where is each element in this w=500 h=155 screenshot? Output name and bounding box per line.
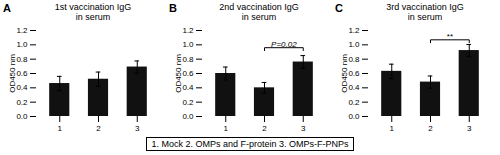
html-text:A: A	[3, 2, 11, 14]
svg-text:1.2: 1.2	[348, 26, 360, 35]
svg-text:0.2: 0.2	[16, 98, 28, 107]
svg-text:1: 1	[224, 124, 229, 132]
svg-text:0.4: 0.4	[16, 83, 28, 92]
svg-text:1: 1	[58, 124, 63, 132]
svg-text:1.0: 1.0	[348, 40, 360, 49]
svg-text:0.6: 0.6	[16, 69, 28, 78]
svg-text:3: 3	[135, 124, 140, 132]
svg-text:0.6: 0.6	[182, 69, 194, 78]
svg-text:0.0: 0.0	[182, 112, 194, 121]
svg-text:1.0: 1.0	[182, 40, 194, 49]
svg-text:1.0: 1.0	[16, 40, 28, 49]
svg-text:0.8: 0.8	[182, 55, 194, 64]
svg-text:0.4: 0.4	[182, 83, 194, 92]
svg-text:P=0.02: P=0.02	[271, 40, 297, 49]
html-text:1st vaccination IgG in serum: 1st vaccination IgG in serum	[54, 2, 132, 22]
svg-text:0.2: 0.2	[182, 98, 194, 107]
svg-text:2: 2	[262, 124, 267, 132]
svg-text:2: 2	[96, 124, 101, 132]
svg-text:1: 1	[390, 124, 395, 132]
svg-text:0.4: 0.4	[348, 83, 360, 92]
svg-text:0.2: 0.2	[348, 98, 360, 107]
svg-text:0.0: 0.0	[348, 112, 360, 121]
svg-text:3: 3	[301, 124, 306, 132]
svg-text:2: 2	[428, 124, 433, 132]
svg-text:0.8: 0.8	[16, 55, 28, 64]
svg-text:OD450 nm: OD450 nm	[174, 54, 183, 93]
svg-text:0.8: 0.8	[348, 55, 360, 64]
svg-text:0.6: 0.6	[348, 69, 360, 78]
svg-text:OD450 nm: OD450 nm	[340, 54, 349, 93]
svg-text:**: **	[447, 32, 453, 41]
svg-text:OD450 nm: OD450 nm	[8, 54, 17, 93]
html-text:C: C	[335, 2, 343, 14]
svg-text:1.2: 1.2	[182, 26, 194, 35]
html-text:2nd vaccination IgG in serum: 2nd vaccination IgG in serum	[219, 2, 299, 22]
html-text:B: B	[169, 2, 177, 14]
svg-text:3: 3	[467, 124, 472, 132]
svg-text:1.2: 1.2	[16, 26, 28, 35]
svg-text:0.0: 0.0	[16, 112, 28, 121]
html-text:3rd vaccination IgG in serum: 3rd vaccination IgG in serum	[386, 2, 464, 22]
html-text:1. Mock 2. OMPs and F-protein: 1. Mock 2. OMPs and F-protein 3. OMPs-F-…	[151, 139, 349, 149]
